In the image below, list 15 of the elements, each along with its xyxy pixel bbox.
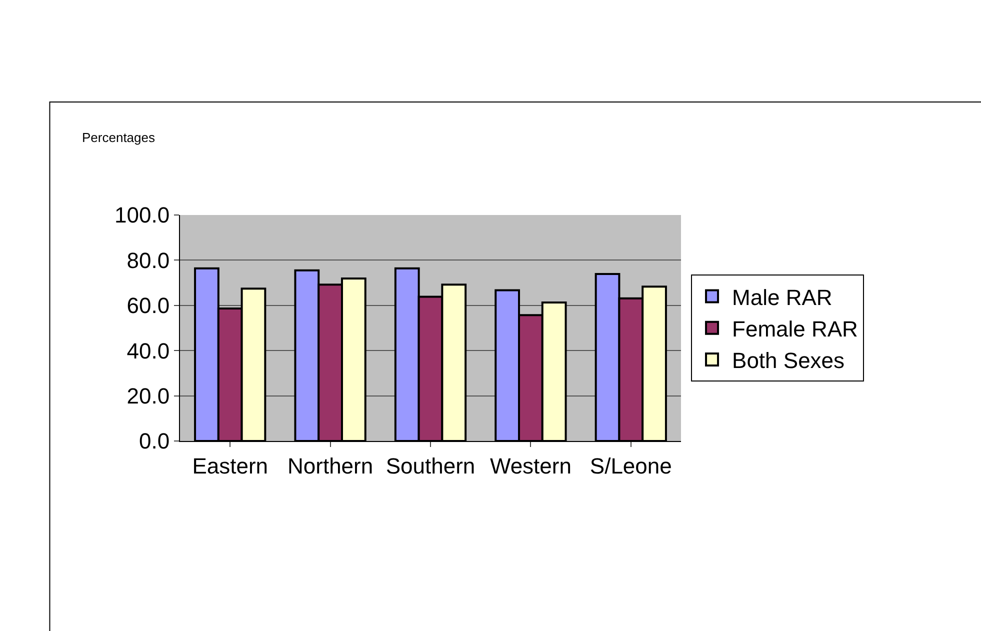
x-tick-label: Eastern [192, 453, 268, 478]
y-tick-label: 0.0 [139, 428, 170, 454]
y-tick-label: 80.0 [126, 248, 170, 273]
legend-label: Female RAR [732, 316, 858, 342]
y-tick-label: 100.0 [114, 202, 170, 228]
y-tick-label: 60.0 [126, 293, 170, 318]
y-axis-title: Percentages [82, 130, 156, 145]
x-tick-label: Northern [288, 453, 374, 478]
legend-label: Male RAR [732, 284, 832, 310]
y-tick-label: 20.0 [126, 384, 170, 408]
x-tick-label: Southern [386, 453, 476, 478]
y-tick-label: 40.0 [126, 338, 170, 364]
x-tick-label: S/Leone [590, 453, 672, 478]
legend-label: Both Sexes [732, 348, 845, 374]
x-tick-label: Western [490, 453, 572, 478]
